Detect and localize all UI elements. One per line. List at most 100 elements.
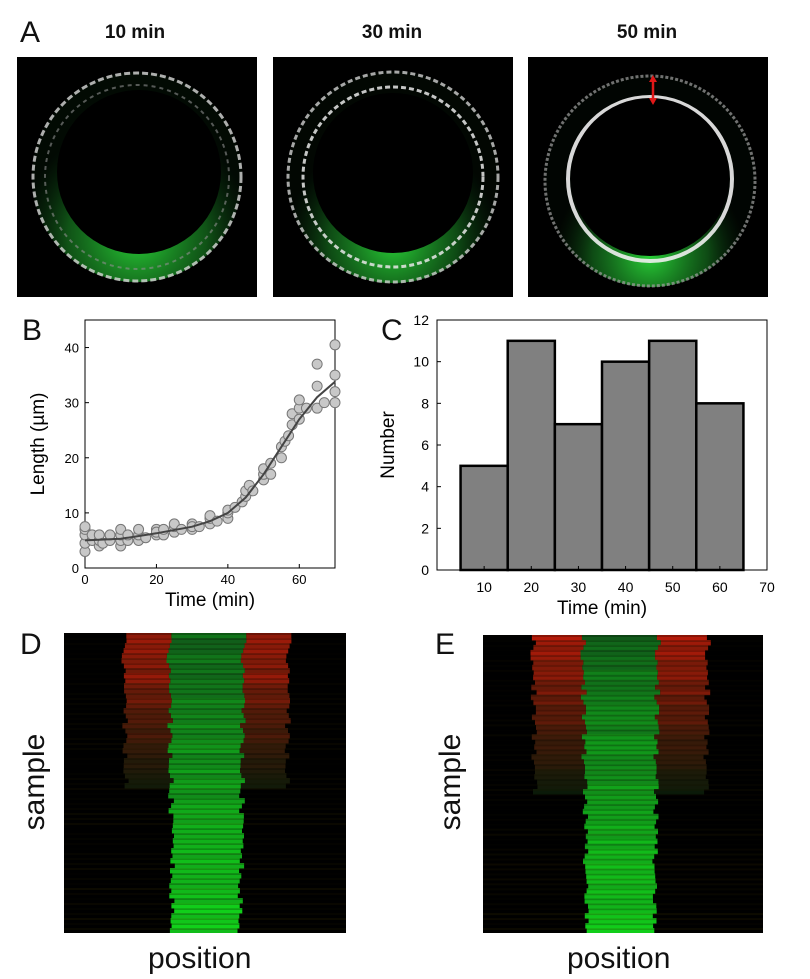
kymo-green-row bbox=[586, 689, 661, 696]
kymo-green-row bbox=[585, 679, 659, 686]
kymo-red-row bbox=[533, 669, 584, 676]
x-tick-label: 0 bbox=[81, 572, 88, 587]
histogram-bar bbox=[506, 339, 557, 572]
kymo-noise-row bbox=[483, 838, 763, 841]
panel-c-letter: C bbox=[381, 314, 403, 347]
kymo-green-row bbox=[587, 798, 659, 805]
kymo-green-row bbox=[585, 769, 657, 775]
kymo-red-row bbox=[121, 653, 167, 659]
kymo-green-row bbox=[588, 908, 657, 914]
kymo-green-row bbox=[585, 868, 655, 874]
kymo-green-row bbox=[584, 744, 657, 750]
kymo-red-row bbox=[243, 738, 289, 744]
kymo-green-row bbox=[171, 698, 246, 704]
kymo-noise-row bbox=[483, 833, 763, 836]
kymo-green-row bbox=[166, 653, 242, 659]
data-point bbox=[311, 380, 323, 392]
data-point bbox=[293, 394, 305, 406]
kymo-red-row bbox=[658, 749, 709, 755]
kymo-red-row bbox=[531, 734, 582, 740]
kymo-red-row bbox=[654, 789, 705, 795]
x-tick-label: 30 bbox=[571, 579, 587, 595]
kymo-noise-row bbox=[64, 668, 346, 670]
kymo-red-row bbox=[654, 694, 705, 701]
kymo-red-row bbox=[657, 659, 708, 666]
kymo-red-row bbox=[657, 669, 708, 676]
kymo-noise-row bbox=[483, 928, 763, 930]
kymo-red-row bbox=[124, 688, 170, 694]
kymo-noise-row bbox=[483, 654, 763, 657]
kymo-red-row bbox=[123, 708, 169, 714]
data-point bbox=[168, 518, 180, 530]
kymo-noise-row bbox=[483, 689, 763, 692]
micrograph-10min bbox=[17, 57, 257, 297]
kymo-green-row bbox=[173, 778, 245, 784]
x-tick-label: 20 bbox=[523, 579, 539, 595]
kymo-noise-row bbox=[483, 793, 763, 796]
kymo-red-row bbox=[121, 658, 167, 664]
micrograph-30min bbox=[273, 57, 513, 297]
kymo-green-row bbox=[587, 784, 659, 790]
kymo-green-row bbox=[174, 833, 244, 839]
kymo-noise-row bbox=[64, 818, 346, 820]
kymo-green-row bbox=[586, 878, 656, 884]
kymo-red-row bbox=[535, 719, 585, 725]
kymo-noise-row bbox=[64, 763, 346, 765]
kymo-green-row bbox=[586, 724, 659, 730]
kymo-noise-row bbox=[483, 789, 763, 791]
kymo-noise-row bbox=[64, 718, 346, 720]
histogram-bar bbox=[553, 422, 604, 572]
data-point bbox=[318, 397, 330, 409]
kymo-red-row bbox=[656, 635, 707, 641]
kymo-noise-row bbox=[483, 739, 763, 742]
kymo-green-row bbox=[172, 733, 245, 739]
kymo-red-row bbox=[239, 748, 285, 754]
kymo-green-row bbox=[580, 654, 656, 661]
kymo-green-row bbox=[584, 759, 656, 765]
kymo-noise-row bbox=[64, 688, 346, 690]
kymo-green-row bbox=[583, 659, 658, 666]
kymo-green-row bbox=[585, 719, 658, 725]
kymo-noise-row bbox=[483, 659, 763, 662]
kymo-green-row bbox=[584, 898, 653, 904]
kymo-red-row bbox=[656, 744, 707, 750]
kymo-green-row bbox=[171, 803, 242, 809]
kymo-red-row bbox=[246, 638, 292, 644]
x-tick-label: 60 bbox=[712, 579, 728, 595]
kymo-green-row bbox=[585, 833, 656, 840]
kymo-noise-row bbox=[483, 679, 763, 682]
panel-d-xlabel: position bbox=[148, 942, 252, 975]
kymo-green-row bbox=[169, 683, 243, 689]
kymo-noise-row bbox=[64, 853, 346, 855]
kymo-green-row bbox=[166, 658, 241, 664]
kymo-green-row bbox=[168, 758, 241, 764]
kymo-noise-row bbox=[483, 764, 763, 767]
kymo-noise-row bbox=[483, 858, 763, 861]
kymo-noise-row bbox=[483, 843, 763, 846]
kymo-noise-row bbox=[64, 798, 346, 800]
kymo-green-row bbox=[169, 688, 243, 694]
kymo-red-row bbox=[240, 743, 286, 749]
kymo-red-row bbox=[123, 768, 169, 774]
kymo-noise-row bbox=[64, 653, 346, 655]
kymo-noise-row bbox=[64, 633, 346, 635]
y-tick-label: 10 bbox=[413, 354, 429, 370]
kymo-green-row bbox=[169, 773, 242, 779]
kymo-noise-row bbox=[483, 813, 763, 816]
kymo-red-row bbox=[655, 649, 706, 656]
kymo-red-row bbox=[125, 668, 171, 674]
y-tick-label: 2 bbox=[421, 520, 429, 536]
kymo-noise-row bbox=[64, 898, 346, 900]
kymo-red-row bbox=[125, 713, 171, 719]
kymo-red-row bbox=[655, 654, 706, 661]
data-point bbox=[79, 521, 91, 533]
kymo-green-row bbox=[588, 903, 657, 909]
kymo-green-row bbox=[171, 923, 240, 929]
kymo-noise-row bbox=[483, 684, 763, 687]
kymo-green-row bbox=[587, 838, 658, 845]
y-axis-label: Length (µm) bbox=[28, 393, 49, 496]
x-tick-label: 40 bbox=[221, 572, 235, 587]
kymo-noise-row bbox=[483, 640, 763, 642]
kymo-red-row bbox=[244, 643, 290, 649]
y-tick-label: 6 bbox=[421, 437, 429, 453]
